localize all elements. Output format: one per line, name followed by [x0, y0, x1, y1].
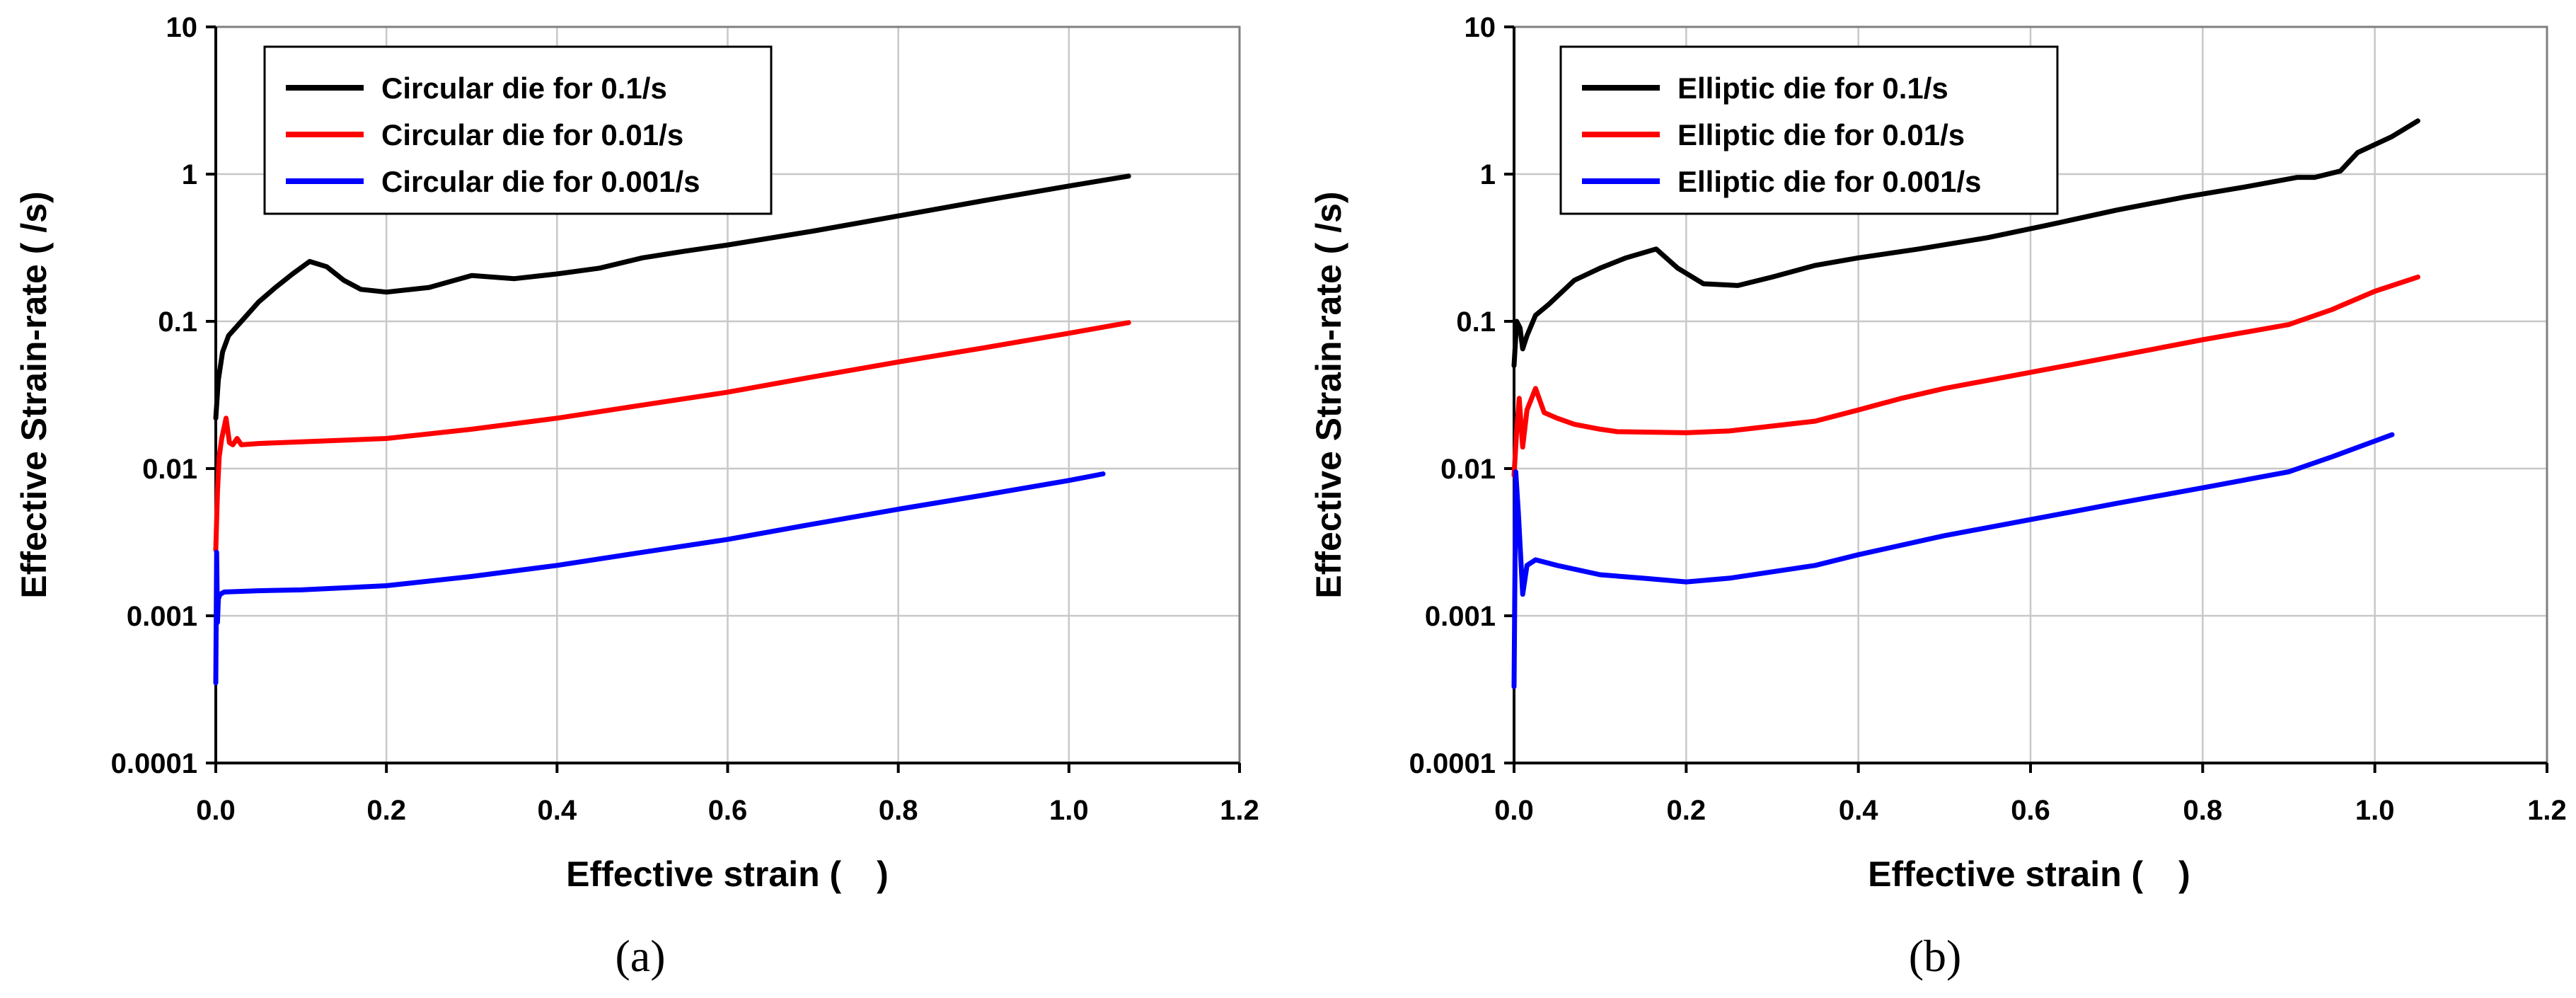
y-axis-label: Effective Strain-rate ( /s) [14, 191, 54, 598]
y-tick-label: 1 [1480, 159, 1496, 190]
legend-label-1: Circular die for 0.01/s [381, 118, 683, 151]
y-tick-label: 0.001 [1425, 601, 1496, 632]
chart-panel-a: 0.0001 0.001 0.01 0.1 1 10 0.0 0.2 0.4 0.6 0.8 1.0 1… [14, 12, 1259, 981]
x-tick-label: 1.2 [2527, 795, 2567, 826]
legend-box [263, 45, 773, 215]
legend-label-2: Elliptic die for 0.001/s [1677, 165, 1982, 198]
x-tick-label: 1.2 [1220, 795, 1259, 826]
series-line-0 [1511, 118, 2420, 369]
legend-label-0: Circular die for 0.1/s [381, 71, 667, 105]
x-axis-label: Effective strain ( ) [1868, 854, 2190, 894]
y-tick-label: 0.01 [1440, 454, 1496, 485]
y-tick-label: 1 [182, 159, 197, 190]
x-tick-label: 0.6 [708, 795, 748, 826]
panel-caption: (a) [615, 931, 665, 981]
legend-label-1: Elliptic die for 0.01/s [1677, 118, 1965, 151]
y-tick-label: 0.0001 [1409, 748, 1496, 779]
series-group [213, 173, 1131, 686]
legend-label-0: Elliptic die for 0.1/s [1677, 71, 1948, 105]
series-line-2 [213, 471, 1106, 686]
x-tick-label: 0.4 [538, 795, 577, 826]
series-line-1 [1511, 274, 2420, 478]
y-tick-label: 10 [1465, 12, 1496, 43]
series-line-1 [213, 320, 1131, 553]
legend: Circular die for 0.1/s Circular die for 0… [263, 45, 773, 215]
x-tick-label: 0.2 [1667, 795, 1706, 826]
panel-caption: (b) [1909, 931, 1962, 981]
y-tick-label: 0.1 [158, 306, 197, 338]
x-tick-label: 0.0 [196, 795, 236, 826]
x-tick-label: 1.0 [1049, 795, 1089, 826]
y-tick-label: 10 [166, 12, 198, 43]
legend: Elliptic die for 0.1/s Elliptic die for 0… [1559, 45, 2059, 215]
y-axis-label: Effective Strain-rate ( /s) [1309, 191, 1348, 598]
series-line-2 [1511, 432, 2395, 689]
y-tick-label: 0.0001 [111, 748, 197, 779]
x-tick-label: 0.0 [1494, 795, 1534, 826]
x-tick-label: 0.8 [879, 795, 918, 826]
x-tick-label: 0.4 [1839, 795, 1878, 826]
legend-label-2: Circular die for 0.001/s [381, 165, 700, 198]
series-group [1511, 118, 2420, 689]
x-tick-label: 0.2 [366, 795, 406, 826]
y-tick-label: 0.1 [1456, 306, 1496, 338]
x-tick-label: 1.0 [2355, 795, 2395, 826]
x-tick-label: 0.8 [2183, 795, 2223, 826]
series-line-0 [213, 173, 1131, 421]
chart-panel-b: 0.0001 0.001 0.01 0.1 1 10 0.0 0.2 0.4 0.6 0.8 1.0 1… [1309, 12, 2567, 981]
x-tick-label: 0.6 [2011, 795, 2050, 826]
y-tick-label: 0.01 [142, 454, 197, 485]
x-axis-label: Effective strain ( ) [566, 854, 889, 894]
legend-box [1559, 45, 2059, 215]
y-tick-label: 0.001 [127, 601, 197, 632]
